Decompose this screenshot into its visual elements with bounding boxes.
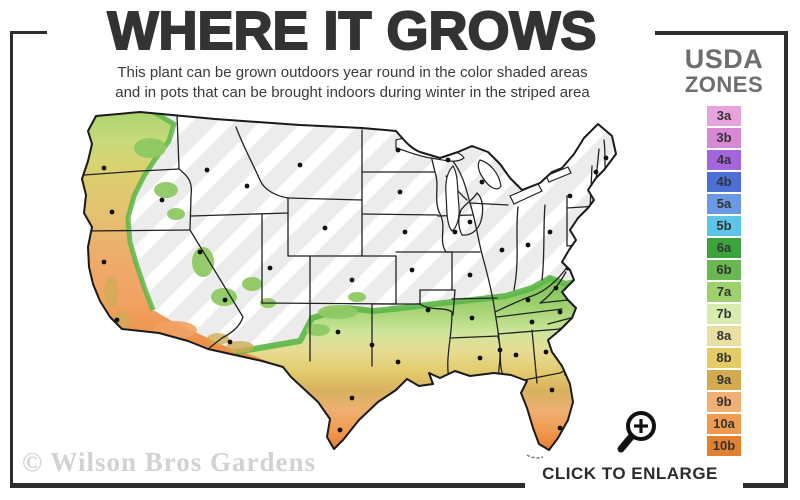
subtitle-line1: This plant can be grown outdoors year ro… xyxy=(117,64,588,81)
legend-title-usda: USDA xyxy=(684,44,764,74)
zone-swatch-6b: 6b xyxy=(707,260,741,281)
zone-swatch-10a: 10a xyxy=(707,414,741,435)
enlarge-label: CLICK TO ENLARGE xyxy=(542,464,718,483)
florida-keys xyxy=(526,454,544,459)
page-title: WHERE IT GROWS xyxy=(107,1,598,61)
south-zone-band xyxy=(228,238,616,450)
green-zone-patches xyxy=(134,138,366,336)
us-zone-map xyxy=(70,103,675,471)
legend-zones: 3a 3b 4a 4b 5a 5b 6a 6b 7a 7b 8a 8b 9a 9b 10a 10b xyxy=(684,106,764,457)
zone-swatch-7b: 7b xyxy=(707,304,741,325)
zone-swatch-6a: 6a xyxy=(707,238,741,259)
subtitle: This plant can be grown outdoors year ro… xyxy=(60,63,645,104)
legend-title-zones: ZONES xyxy=(684,72,764,97)
zone-swatch-9a: 9a xyxy=(707,370,741,391)
watermark: © Wilson Bros Gardens xyxy=(22,447,316,477)
frame-right xyxy=(784,31,788,488)
frame-bottom-left xyxy=(10,483,525,488)
enlarge-button[interactable]: CLICK TO ENLARGE xyxy=(540,408,720,484)
subtitle-line2: and in pots that can be brought indoors … xyxy=(115,84,590,102)
zone7-fringe-west xyxy=(125,112,177,311)
zone-swatch-8b: 8b xyxy=(707,348,741,369)
zone-swatch-4a: 4a xyxy=(707,150,741,171)
zone-swatch-8a: 8a xyxy=(707,326,741,347)
usda-zones-legend: USDA ZONES 3a 3b 4a 4b 5a 5b 6a 6b 7a 7b 8a 8b 9a 9b 1… xyxy=(684,46,764,458)
zone-swatch-7a: 7a xyxy=(707,282,741,303)
zone-swatch-4b: 4b xyxy=(707,172,741,193)
zone-swatch-10b: 10b xyxy=(707,436,741,457)
zone-swatch-5a: 5a xyxy=(707,194,741,215)
magnifier-icon xyxy=(617,411,656,453)
frame-top-left xyxy=(10,31,47,34)
us-zone-map-svg xyxy=(81,111,617,459)
zone-swatch-3a: 3a xyxy=(707,106,741,127)
zone-swatch-5b: 5b xyxy=(707,216,741,237)
frame-bottom-right xyxy=(743,483,788,488)
zone-swatch-9b: 9b xyxy=(707,392,741,413)
frame-left xyxy=(10,31,13,488)
zone-swatch-3b: 3b xyxy=(707,128,741,149)
frame-top-right xyxy=(655,31,788,35)
